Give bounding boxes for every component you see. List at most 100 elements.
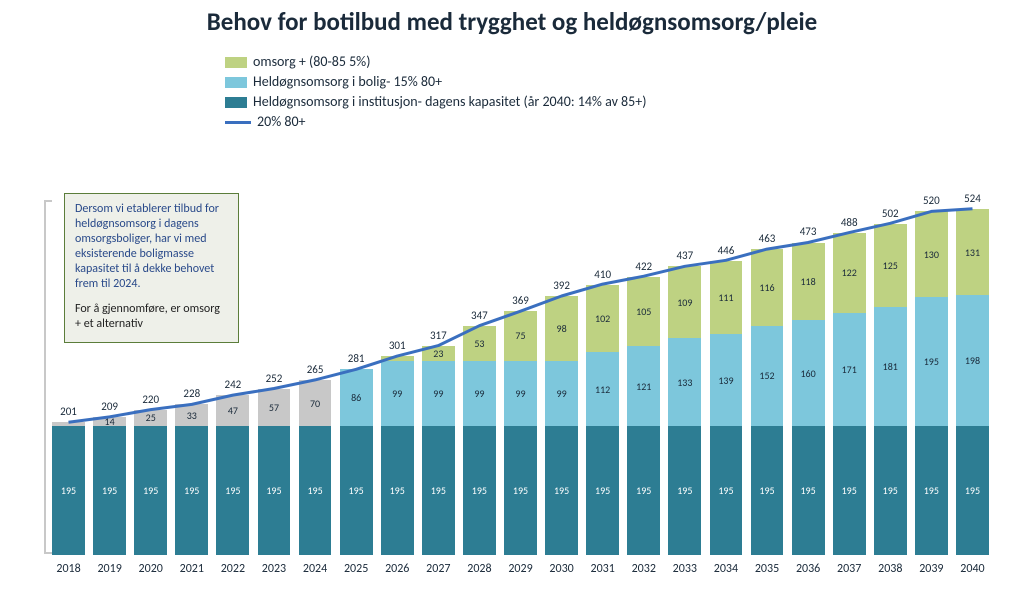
x-axis-label: 2024	[295, 562, 336, 576]
bar-segment-institusjon: 195	[216, 426, 249, 555]
x-axis-label: 2030	[541, 562, 582, 576]
bar-segment-omsorg_hatched: 70	[299, 380, 332, 426]
bar-column: 195201	[52, 185, 85, 555]
bar-column: 195 99 53 347	[463, 185, 496, 555]
bar-segment-label: 195	[225, 484, 240, 497]
bar-segment-label: 152	[759, 369, 774, 382]
legend-item: 20% 80+	[225, 112, 646, 132]
bar-segment-omsorg_plus: 118	[792, 243, 825, 321]
bar-segment-label: 195	[595, 484, 610, 497]
bar-segment-bolig: 86	[340, 369, 373, 426]
bar-total-label: 347	[463, 309, 496, 322]
bar-total-label: 524	[956, 192, 989, 205]
bar-segment-institusjon: 195	[668, 426, 701, 555]
bar-segment-omsorg_plus: 109	[668, 266, 701, 338]
bar-segment-bolig: 195	[915, 297, 948, 426]
bar-segment-label: 105	[636, 305, 651, 318]
legend-label: Heldøgnsomsorg i bolig- 15% 80+	[253, 72, 442, 92]
bar-segment-omsorg_hatched: 33	[175, 404, 208, 426]
legend-label: 20% 80+	[257, 112, 306, 132]
legend-item: omsorg + (80-85 5%)	[225, 52, 646, 72]
x-axis: 2018201920202021202220232024202520262027…	[48, 562, 993, 582]
bar-segment-institusjon: 195	[175, 426, 208, 555]
bar-total-label: 446	[710, 244, 743, 257]
x-axis-label: 2025	[336, 562, 377, 576]
bar-segment-label: 53	[474, 337, 484, 350]
x-axis-label: 2034	[705, 562, 746, 576]
bar-total-label: 437	[668, 249, 701, 262]
bar-column: 19586281	[340, 185, 373, 555]
x-axis-label: 2036	[788, 562, 829, 576]
bar-segment-label: 195	[677, 484, 692, 497]
bar-segment-label: 195	[513, 484, 528, 497]
bar-segment-label: 160	[800, 367, 815, 380]
bar-segment-institusjon: 195	[792, 426, 825, 555]
x-axis-label: 2029	[500, 562, 541, 576]
bar-total-label: 488	[833, 216, 866, 229]
bar-segment-label: 195	[924, 355, 939, 368]
bar-segment-label: 70	[310, 397, 320, 410]
x-axis-label: 2018	[48, 562, 89, 576]
bar-column: 19525220	[134, 185, 167, 555]
bar-segment-label: 195	[883, 484, 898, 497]
bar-total-label: 392	[545, 279, 578, 292]
bar-segment-omsorg_plus: 75	[504, 311, 537, 361]
bar-segment-institusjon: 195	[833, 426, 866, 555]
legend-swatch	[225, 97, 247, 108]
bar-segment-label: 195	[143, 484, 158, 497]
bar-column: 195 57 252	[258, 185, 291, 555]
bar-total-label: 209	[93, 400, 126, 413]
bar-column: 19514209	[93, 185, 126, 555]
bar-segment-omsorg_hatched: 57	[258, 389, 291, 427]
bar-segment-institusjon: 195	[915, 426, 948, 555]
bar-segment-bolig: 112	[586, 352, 619, 426]
bar-column: 195139111446	[710, 185, 743, 555]
bar-segment-institusjon: 195	[874, 426, 907, 555]
bar-segment-label: 195	[472, 484, 487, 497]
bar-segment-bolig: 99	[422, 361, 455, 426]
x-axis-label: 2035	[746, 562, 787, 576]
bar-segment-label: 99	[392, 387, 402, 400]
bar-segment-label: 195	[842, 484, 857, 497]
bar-segment-label: 99	[474, 387, 484, 400]
bar-segment-label: 195	[102, 484, 117, 497]
bar-column: 195 171 122 488	[833, 185, 866, 555]
bar-segment-label: 57	[269, 401, 279, 414]
bar-total-label: 520	[915, 194, 948, 207]
bar-segment-bolig: 198	[956, 295, 989, 426]
bar-segment-bolig: 160	[792, 320, 825, 426]
bar-segment-omsorg_plus: 116	[751, 249, 784, 326]
bar-segment-institusjon: 195	[93, 426, 126, 555]
bar-segment-institusjon: 195	[381, 426, 414, 555]
bar-total-label: 252	[258, 372, 291, 385]
bar-segment-omsorg_plus: 98	[545, 296, 578, 361]
bar-segment-label: 195	[636, 484, 651, 497]
bar-segment-label: 111	[718, 291, 733, 304]
x-axis-label: 2028	[459, 562, 500, 576]
x-axis-label: 2032	[623, 562, 664, 576]
bar-segment-institusjon: 195	[134, 426, 167, 555]
x-axis-label: 2026	[377, 562, 418, 576]
bar-segment-label: 116	[759, 281, 774, 294]
x-axis-label: 2023	[253, 562, 294, 576]
bar-segment-bolig: 99	[463, 361, 496, 426]
legend-item: Heldøgnsomsorg i bolig- 15% 80+	[225, 72, 646, 92]
bar-segment-omsorg_plus: 131	[956, 209, 989, 296]
bar-segment-institusjon: 195	[627, 426, 660, 555]
bar-segment-bolig: 133	[668, 338, 701, 426]
chart-title: Behov for botilbud med trygghet og heldø…	[0, 6, 1024, 37]
x-axis-label: 2031	[582, 562, 623, 576]
legend-label: omsorg + (80-85 5%)	[253, 52, 370, 72]
bar-total-label: 265	[299, 363, 332, 376]
bar-total-label: 422	[627, 260, 660, 273]
bar-segment-bolig: 99	[381, 361, 414, 426]
bar-segment-omsorg_hatched: 25	[134, 410, 167, 427]
bar-segment-institusjon: 195	[258, 426, 291, 555]
bar-segment-bolig: 171	[833, 313, 866, 426]
bar-segment-omsorg_plus: 125	[874, 224, 907, 307]
bar-segment-label: 195	[718, 484, 733, 497]
bar-column: 195112102410	[586, 185, 619, 555]
bar-column: 19599301	[381, 185, 414, 555]
bar-total-label: 502	[874, 207, 907, 220]
bar-segment-label: 122	[842, 266, 857, 279]
